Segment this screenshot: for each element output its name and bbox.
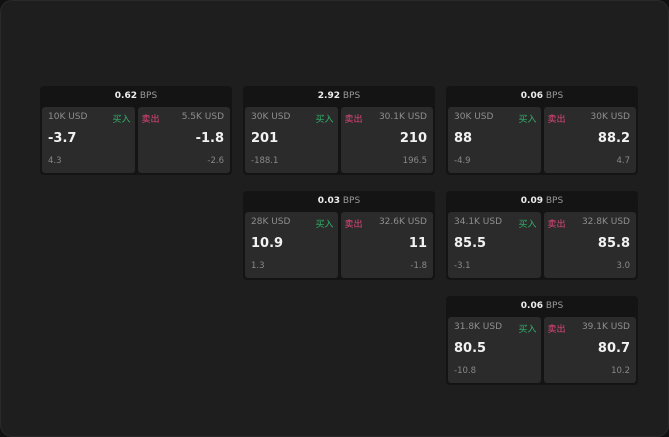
- spread-value: 0.06: [520, 301, 543, 311]
- buy-label: 买入: [315, 220, 334, 230]
- buy-button[interactable]: 30K USD 买入 201 -188.1: [245, 107, 338, 173]
- sell-label: 卖出: [141, 115, 160, 125]
- ask-price: 11: [408, 236, 427, 251]
- spread-unit: BPS: [342, 91, 361, 101]
- spread-header: 0.62 BPS: [40, 86, 232, 106]
- bid-size: 28K USD: [251, 217, 291, 227]
- spread-value: 0.03: [317, 196, 340, 206]
- spread-header: 0.09 BPS: [446, 191, 638, 211]
- spread-unit: BPS: [139, 91, 158, 101]
- ask-price: 88.2: [597, 131, 630, 146]
- bid-price: 85.5: [454, 236, 487, 251]
- bid-change: 4.3: [48, 156, 62, 166]
- sell-label: 卖出: [547, 325, 566, 335]
- ask-change: -2.6: [207, 156, 224, 166]
- buy-button[interactable]: 31.8K USD 买入 80.5 -10.8: [448, 317, 541, 383]
- ask-change: 10.2: [611, 366, 630, 376]
- spread-value: 0.06: [520, 91, 543, 101]
- sell-button[interactable]: 卖出 30K USD 88.2 4.7: [543, 107, 636, 173]
- bid-size: 10K USD: [48, 112, 88, 122]
- spread-value: 0.62: [114, 91, 137, 101]
- buy-button[interactable]: 30K USD 买入 88 -4.9: [448, 107, 541, 173]
- quote-card: 2.92 BPS 30K USD 买入 201 -188.1 卖出 30.1K US…: [243, 86, 435, 175]
- sell-button[interactable]: 卖出 39.1K USD 80.7 10.2: [543, 317, 636, 383]
- quote-card: 0.06 BPS 31.8K USD 买入 80.5 -10.8 卖出 39.1K …: [446, 296, 638, 385]
- ask-price: 210: [399, 131, 427, 146]
- ask-size: 32.8K USD: [581, 217, 630, 227]
- quote-card: 0.03 BPS 28K USD 买入 10.9 1.3 卖出 32.6K USD …: [243, 191, 435, 280]
- spread-unit: BPS: [545, 301, 564, 311]
- bid-price: 201: [251, 131, 279, 146]
- spread-header: 0.03 BPS: [243, 191, 435, 211]
- spread-value: 2.92: [317, 91, 340, 101]
- ask-size: 5.5K USD: [181, 112, 224, 122]
- ask-change: 4.7: [616, 156, 630, 166]
- spread-unit: BPS: [545, 196, 564, 206]
- buy-button[interactable]: 34.1K USD 买入 85.5 -3.1: [448, 212, 541, 278]
- bid-change: -3.1: [454, 261, 471, 271]
- buy-label: 买入: [518, 220, 537, 230]
- bid-price: -3.7: [48, 131, 77, 146]
- buy-label: 买入: [315, 115, 334, 125]
- ask-price: 85.8: [597, 236, 630, 251]
- quote-card: 0.62 BPS 10K USD 买入 -3.7 4.3 卖出 5.5K USD -…: [40, 86, 232, 175]
- sell-button[interactable]: 卖出 32.8K USD 85.8 3.0: [543, 212, 636, 278]
- spread-header: 2.92 BPS: [243, 86, 435, 106]
- ask-price: 80.7: [597, 341, 630, 356]
- sell-label: 卖出: [547, 220, 566, 230]
- bid-price: 88: [454, 131, 473, 146]
- ask-change: -1.8: [410, 261, 427, 271]
- buy-label: 买入: [112, 115, 131, 125]
- sell-button[interactable]: 卖出 32.6K USD 11 -1.8: [340, 212, 433, 278]
- bid-size: 30K USD: [251, 112, 291, 122]
- quote-card: 0.09 BPS 34.1K USD 买入 85.5 -3.1 卖出 32.8K U…: [446, 191, 638, 280]
- ask-size: 30K USD: [590, 112, 630, 122]
- bid-change: -188.1: [251, 156, 279, 166]
- bid-size: 30K USD: [454, 112, 494, 122]
- sell-label: 卖出: [344, 115, 363, 125]
- bid-price: 10.9: [251, 236, 284, 251]
- ask-change: 196.5: [402, 156, 427, 166]
- ask-size: 30.1K USD: [378, 112, 427, 122]
- ask-size: 39.1K USD: [581, 322, 630, 332]
- spread-header: 0.06 BPS: [446, 296, 638, 316]
- ask-size: 32.6K USD: [378, 217, 427, 227]
- buy-label: 买入: [518, 115, 537, 125]
- spread-unit: BPS: [545, 91, 564, 101]
- bid-change: 1.3: [251, 261, 265, 271]
- spread-value: 0.09: [520, 196, 543, 206]
- ask-price: -1.8: [195, 131, 224, 146]
- buy-button[interactable]: 28K USD 买入 10.9 1.3: [245, 212, 338, 278]
- buy-button[interactable]: 10K USD 买入 -3.7 4.3: [42, 107, 135, 173]
- buy-label: 买入: [518, 325, 537, 335]
- sell-button[interactable]: 卖出 5.5K USD -1.8 -2.6: [137, 107, 230, 173]
- bid-price: 80.5: [454, 341, 487, 356]
- sell-label: 卖出: [344, 220, 363, 230]
- sell-label: 卖出: [547, 115, 566, 125]
- bid-change: -4.9: [454, 156, 471, 166]
- bid-change: -10.8: [454, 366, 476, 376]
- sell-button[interactable]: 卖出 30.1K USD 210 196.5: [340, 107, 433, 173]
- bid-size: 34.1K USD: [454, 217, 503, 227]
- quote-card: 0.06 BPS 30K USD 买入 88 -4.9 卖出 30K USD 88.…: [446, 86, 638, 175]
- bid-size: 31.8K USD: [454, 322, 503, 332]
- spread-unit: BPS: [342, 196, 361, 206]
- spread-header: 0.06 BPS: [446, 86, 638, 106]
- ask-change: 3.0: [616, 261, 630, 271]
